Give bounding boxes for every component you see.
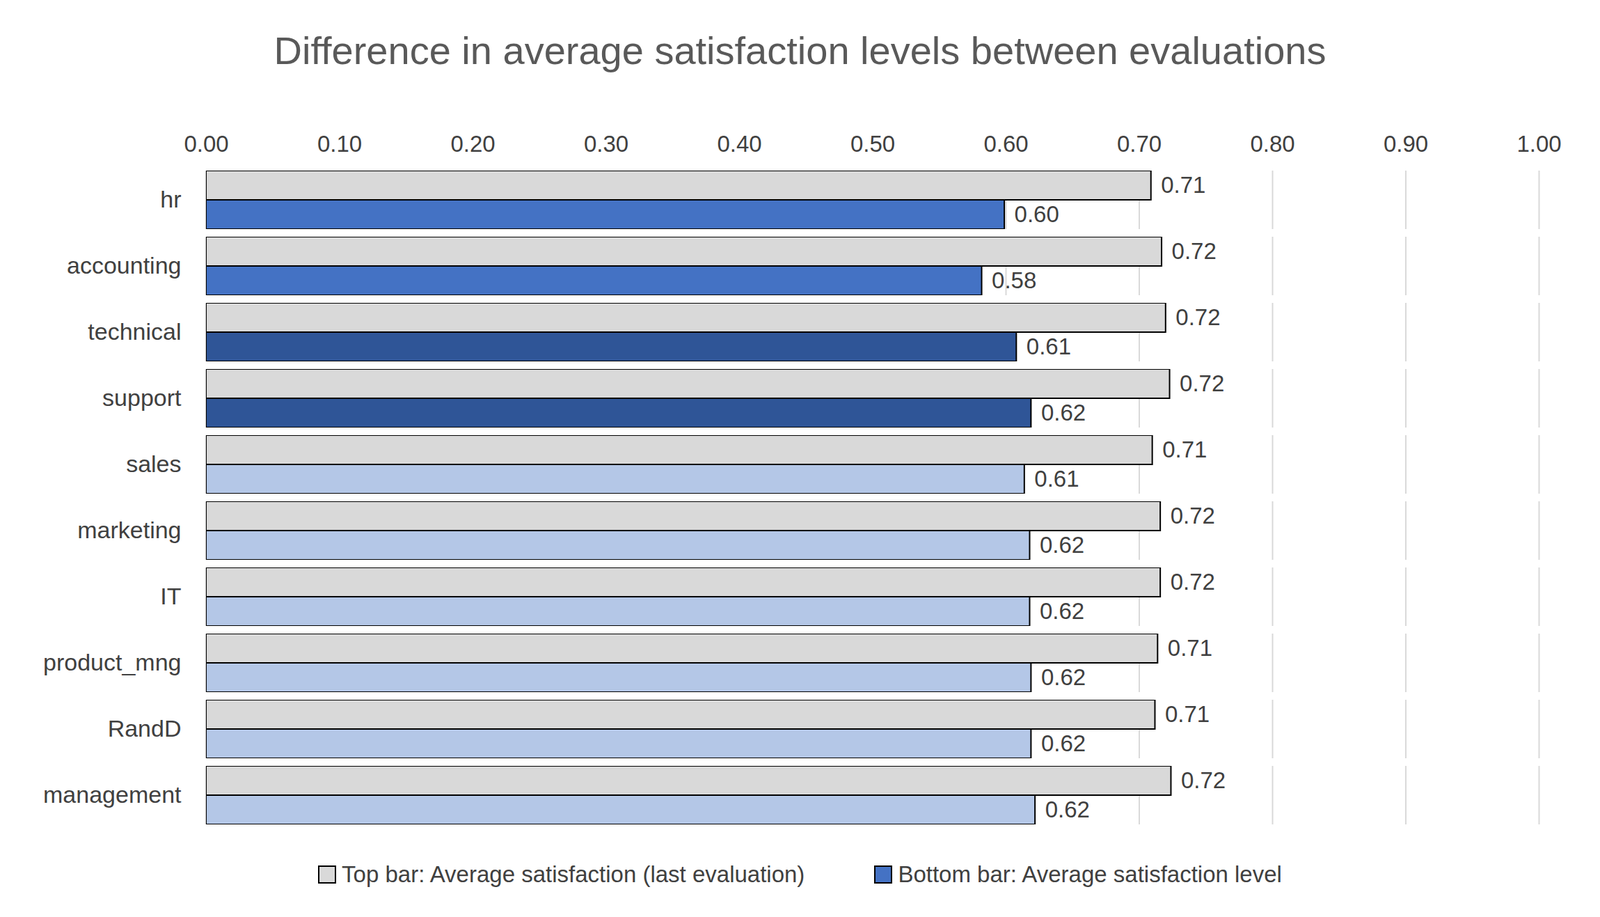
svg-text:accounting: accounting bbox=[66, 251, 181, 279]
html-text:Difference in average satisfac: Difference in average satisfaction level… bbox=[273, 28, 1327, 73]
svg-text:0.61: 0.61 bbox=[1034, 465, 1079, 492]
svg-text:0.62: 0.62 bbox=[1039, 531, 1085, 558]
svg-text:product_mng: product_mng bbox=[43, 648, 181, 676]
svg-text:0.71: 0.71 bbox=[1162, 436, 1207, 463]
html-text:Bottom bar: Average satisfacti: Bottom bar: Average satisfaction level bbox=[898, 860, 1282, 887]
svg-text:0.71: 0.71 bbox=[1160, 171, 1206, 198]
svg-text:0.30: 0.30 bbox=[583, 130, 629, 157]
svg-text:sales: sales bbox=[125, 450, 181, 477]
svg-text:0.00: 0.00 bbox=[183, 130, 229, 157]
svg-text:hr: hr bbox=[160, 185, 181, 213]
svg-text:RandD: RandD bbox=[107, 714, 182, 742]
svg-text:0.72: 0.72 bbox=[1181, 766, 1226, 793]
svg-text:0.50: 0.50 bbox=[850, 130, 895, 157]
svg-text:0.62: 0.62 bbox=[1039, 597, 1085, 624]
svg-text:0.62: 0.62 bbox=[1041, 399, 1086, 426]
svg-text:0.80: 0.80 bbox=[1249, 130, 1295, 157]
svg-text:0.90: 0.90 bbox=[1383, 130, 1429, 157]
svg-text:management: management bbox=[43, 780, 182, 808]
svg-text:0.40: 0.40 bbox=[716, 130, 762, 157]
svg-text:IT: IT bbox=[160, 582, 181, 609]
svg-text:0.72: 0.72 bbox=[1170, 568, 1216, 595]
svg-text:0.20: 0.20 bbox=[450, 130, 495, 157]
svg-text:0.60: 0.60 bbox=[1014, 201, 1060, 227]
svg-text:support: support bbox=[102, 384, 182, 411]
svg-text:0.72: 0.72 bbox=[1170, 502, 1216, 529]
svg-text:0.72: 0.72 bbox=[1179, 370, 1225, 396]
svg-text:0.72: 0.72 bbox=[1175, 304, 1221, 330]
svg-text:0.10: 0.10 bbox=[317, 130, 362, 157]
svg-text:0.72: 0.72 bbox=[1171, 238, 1217, 264]
svg-text:0.60: 0.60 bbox=[983, 130, 1028, 157]
svg-text:0.71: 0.71 bbox=[1167, 634, 1213, 661]
svg-text:0.62: 0.62 bbox=[1041, 730, 1086, 756]
svg-text:marketing: marketing bbox=[77, 516, 181, 543]
svg-text:1.00: 1.00 bbox=[1516, 130, 1562, 157]
svg-text:technical: technical bbox=[87, 318, 181, 345]
html-text:Top bar: Average satisfaction: Top bar: Average satisfaction (last eval… bbox=[341, 860, 805, 887]
svg-text:0.62: 0.62 bbox=[1045, 796, 1090, 822]
svg-text:0.58: 0.58 bbox=[991, 267, 1037, 293]
svg-text:0.70: 0.70 bbox=[1117, 130, 1162, 157]
svg-text:0.61: 0.61 bbox=[1026, 333, 1072, 360]
svg-text:0.71: 0.71 bbox=[1165, 700, 1210, 727]
svg-text:0.62: 0.62 bbox=[1041, 663, 1086, 690]
